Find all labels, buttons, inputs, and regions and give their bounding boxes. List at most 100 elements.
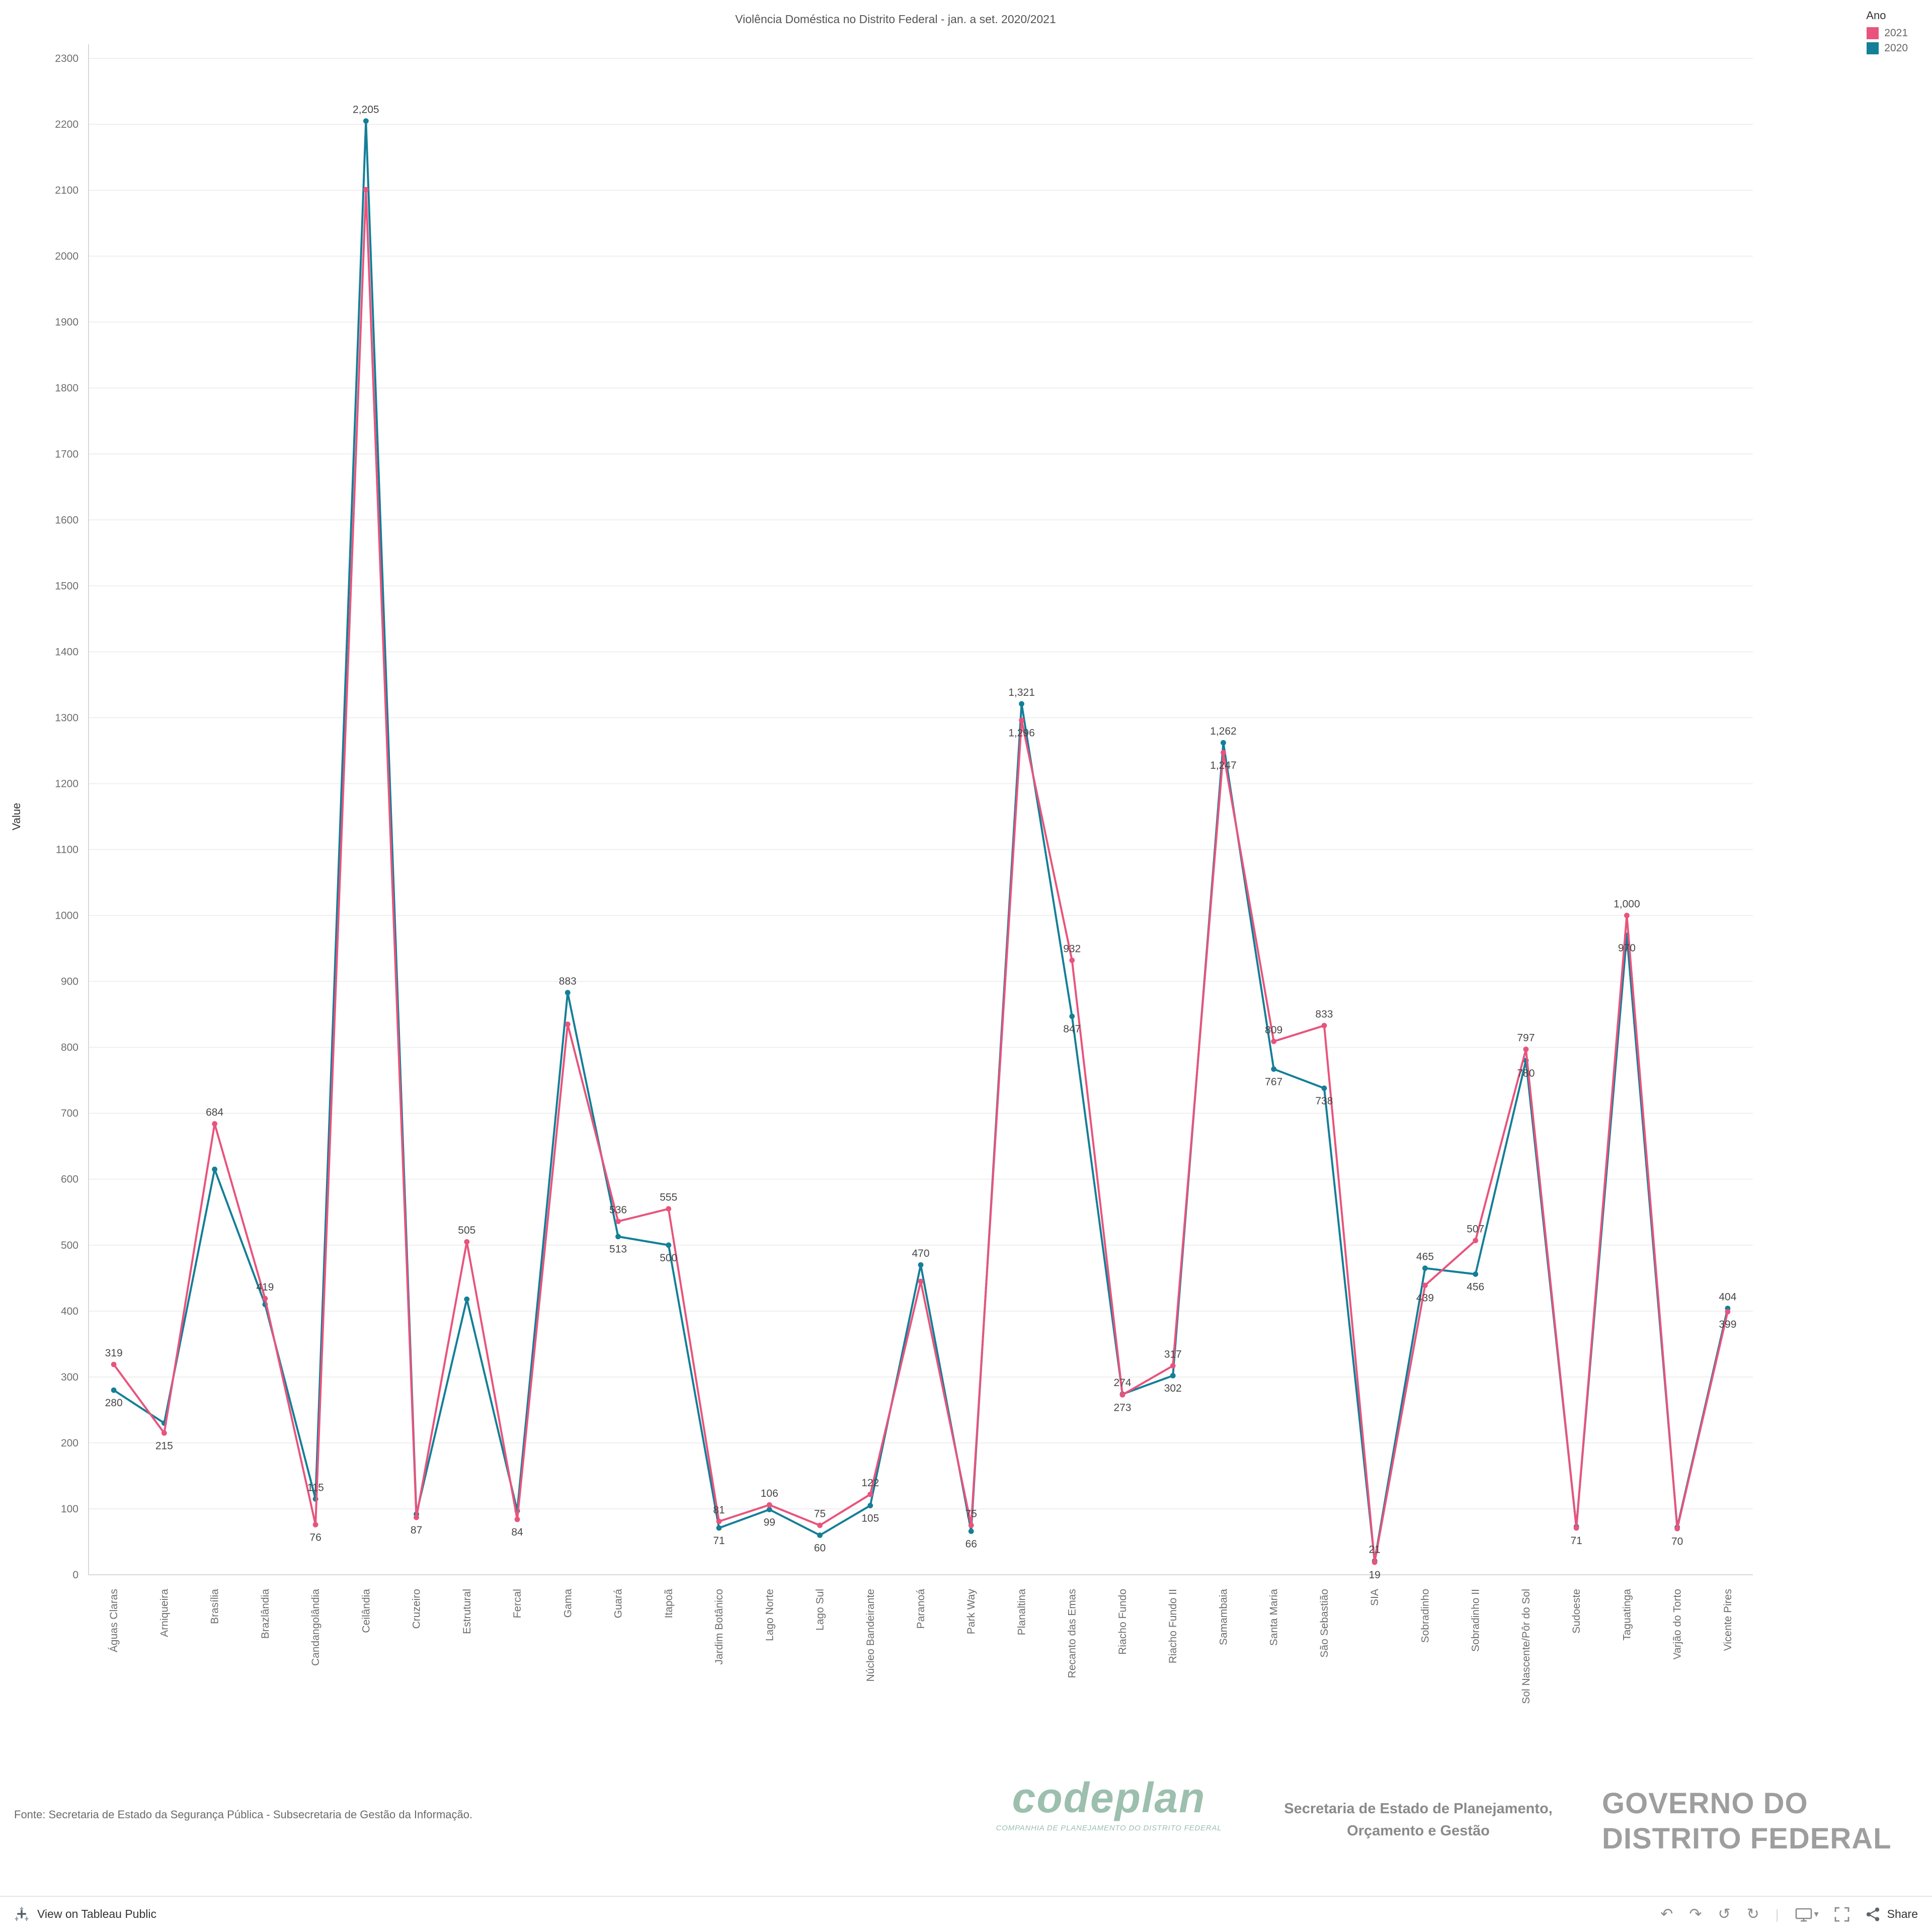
view-on-tableau-public-link[interactable]: View on Tableau Public xyxy=(14,1907,156,1922)
svg-text:87: 87 xyxy=(411,1524,422,1536)
svg-text:Riacho Fundo II: Riacho Fundo II xyxy=(1167,1589,1179,1663)
svg-text:84: 84 xyxy=(511,1526,523,1538)
undo-icon[interactable]: ↶ xyxy=(1660,1906,1673,1923)
governo-line2: DISTRITO FEDERAL xyxy=(1602,1823,1892,1856)
svg-text:75: 75 xyxy=(814,1508,826,1520)
svg-text:71: 71 xyxy=(1570,1535,1582,1547)
svg-text:105: 105 xyxy=(861,1512,879,1524)
view-on-tableau-public-label: View on Tableau Public xyxy=(37,1908,156,1920)
svg-text:200: 200 xyxy=(61,1437,78,1449)
svg-text:Candangolândia: Candangolândia xyxy=(310,1589,321,1666)
redo-icon[interactable]: ↷ xyxy=(1689,1906,1702,1923)
svg-text:2300: 2300 xyxy=(55,53,78,64)
svg-text:507: 507 xyxy=(1467,1224,1484,1235)
svg-text:900: 900 xyxy=(61,976,78,988)
svg-text:470: 470 xyxy=(912,1248,929,1259)
svg-text:SIA: SIA xyxy=(1369,1589,1381,1606)
svg-text:500: 500 xyxy=(660,1252,677,1264)
svg-text:70: 70 xyxy=(1671,1536,1683,1547)
svg-text:1200: 1200 xyxy=(55,778,78,789)
line-chart: 0 100 200 300 400 500 600 700 800 900 1000 1100 1200… xyxy=(10,44,1753,1704)
legend: Ano 2021 2020 xyxy=(1866,10,1908,54)
svg-text:66: 66 xyxy=(965,1539,977,1550)
svg-text:797: 797 xyxy=(1517,1032,1535,1044)
svg-text:71: 71 xyxy=(713,1535,725,1547)
svg-text:536: 536 xyxy=(609,1204,627,1216)
share-icon xyxy=(1867,1907,1880,1921)
svg-text:809: 809 xyxy=(1265,1024,1282,1036)
codeplan-logo: codeplan COMPANHIA DE PLANEJAMENTO DO DI… xyxy=(974,1777,1244,1832)
secretaria-logo: Secretaria de Estado de Planejamento, Or… xyxy=(1260,1799,1577,1843)
bottom-toolbar: View on Tableau Public ↶ ↷ ↺ ↻ | ▾ xyxy=(0,1896,1932,1932)
svg-text:302: 302 xyxy=(1164,1383,1182,1394)
data-labels: 319 215 684 419 76 87 505 84 536 555 81 106 75 122 75 1… xyxy=(105,104,1737,1581)
svg-text:Sol Nascente/Pôr do Sol: Sol Nascente/Pôr do Sol xyxy=(1520,1589,1532,1704)
svg-text:106: 106 xyxy=(761,1488,778,1499)
svg-text:1600: 1600 xyxy=(55,514,78,526)
svg-text:1700: 1700 xyxy=(55,448,78,460)
svg-text:767: 767 xyxy=(1265,1076,1282,1088)
fullscreen-icon[interactable] xyxy=(1835,1907,1850,1922)
reset-icon[interactable]: ↺ xyxy=(1718,1906,1731,1923)
svg-text:Núcleo Bandeirante: Núcleo Bandeirante xyxy=(865,1589,876,1681)
svg-text:1,262: 1,262 xyxy=(1210,726,1237,737)
svg-text:555: 555 xyxy=(660,1192,677,1203)
refresh-icon[interactable]: ↻ xyxy=(1746,1906,1759,1923)
svg-text:99: 99 xyxy=(764,1516,775,1528)
legend-item-2020[interactable]: 2020 xyxy=(1866,42,1908,54)
svg-text:439: 439 xyxy=(1416,1293,1434,1304)
svg-text:Park Way: Park Way xyxy=(965,1589,977,1635)
svg-text:513: 513 xyxy=(609,1244,627,1255)
series-2021[interactable] xyxy=(111,187,1731,1565)
svg-text:780: 780 xyxy=(1517,1068,1535,1079)
svg-text:Sobradinho II: Sobradinho II xyxy=(1470,1589,1482,1652)
svg-text:Samambaia: Samambaia xyxy=(1218,1589,1229,1645)
svg-text:317: 317 xyxy=(1164,1349,1182,1360)
svg-text:Vicente Pires: Vicente Pires xyxy=(1722,1589,1734,1651)
svg-text:800: 800 xyxy=(61,1042,78,1054)
svg-text:Jardim Botânico: Jardim Botânico xyxy=(713,1589,725,1665)
svg-text:19: 19 xyxy=(1369,1569,1381,1581)
tableau-logo-icon xyxy=(15,1907,29,1921)
svg-text:600: 600 xyxy=(61,1174,78,1185)
svg-text:2000: 2000 xyxy=(55,251,78,262)
svg-text:274: 274 xyxy=(1113,1377,1131,1389)
legend-swatch-2021-icon xyxy=(1866,27,1879,39)
svg-text:300: 300 xyxy=(61,1372,78,1383)
svg-text:Itapoã: Itapoã xyxy=(663,1589,675,1619)
svg-text:122: 122 xyxy=(861,1477,879,1489)
svg-text:Gama: Gama xyxy=(562,1589,574,1618)
svg-text:1,321: 1,321 xyxy=(1008,687,1035,698)
download-icon[interactable]: ▾ xyxy=(1795,1907,1819,1921)
svg-text:Riacho Fundo: Riacho Fundo xyxy=(1117,1589,1129,1655)
svg-text:465: 465 xyxy=(1416,1251,1434,1263)
svg-text:Lago Norte: Lago Norte xyxy=(764,1589,775,1641)
y-axis-tick-labels: 0 100 200 300 400 500 600 700 800 900 1000 1100 1200… xyxy=(55,53,78,1581)
toolbar-divider: | xyxy=(1775,1907,1779,1922)
svg-text:Planaltina: Planaltina xyxy=(1016,1589,1027,1636)
codeplan-tagline: COMPANHIA DE PLANEJAMENTO DO DISTRITO FE… xyxy=(996,1823,1222,1832)
svg-text:932: 932 xyxy=(1063,943,1081,955)
svg-text:60: 60 xyxy=(814,1542,826,1554)
svg-text:280: 280 xyxy=(105,1397,123,1409)
svg-text:21: 21 xyxy=(1369,1544,1381,1555)
svg-text:400: 400 xyxy=(61,1306,78,1317)
legend-label-2021: 2021 xyxy=(1884,27,1908,39)
svg-text:Águas Claras: Águas Claras xyxy=(108,1589,120,1652)
governo-df-logo: GOVERNO DO DISTRITO FEDERAL xyxy=(1602,1787,1919,1857)
series-2020[interactable] xyxy=(111,118,1731,1564)
svg-text:Varjão do Torto: Varjão do Torto xyxy=(1672,1589,1683,1659)
share-button[interactable]: Share xyxy=(1866,1907,1918,1922)
legend-swatch-2020-icon xyxy=(1866,42,1879,54)
legend-title: Ano xyxy=(1866,10,1886,22)
legend-item-2021[interactable]: 2021 xyxy=(1866,27,1908,39)
svg-text:76: 76 xyxy=(309,1532,321,1543)
svg-text:883: 883 xyxy=(559,976,577,987)
svg-text:1,296: 1,296 xyxy=(1008,728,1035,739)
svg-text:2100: 2100 xyxy=(55,185,78,196)
governo-line1: GOVERNO DO xyxy=(1602,1788,1808,1820)
toolbar-actions: ↶ ↷ ↺ ↻ | ▾ xyxy=(1660,1907,1918,1922)
svg-text:456: 456 xyxy=(1467,1281,1484,1293)
svg-text:Ceilândia: Ceilândia xyxy=(360,1589,372,1633)
svg-text:1300: 1300 xyxy=(55,712,78,723)
